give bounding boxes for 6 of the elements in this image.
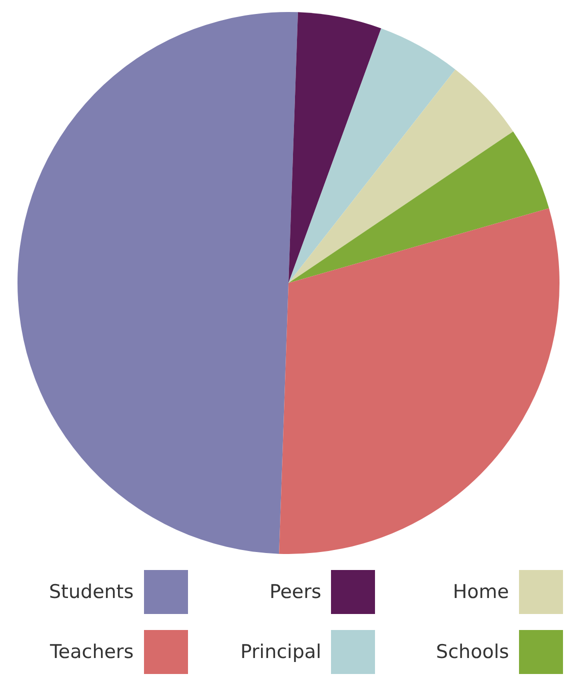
legend-label: Students: [48, 581, 134, 603]
legend-label: Teachers: [50, 641, 134, 663]
legend-label: Principal: [240, 641, 322, 663]
legend-label: Schools: [436, 641, 509, 663]
legend-label: Home: [452, 581, 509, 603]
legend-label: Peers: [269, 581, 322, 603]
